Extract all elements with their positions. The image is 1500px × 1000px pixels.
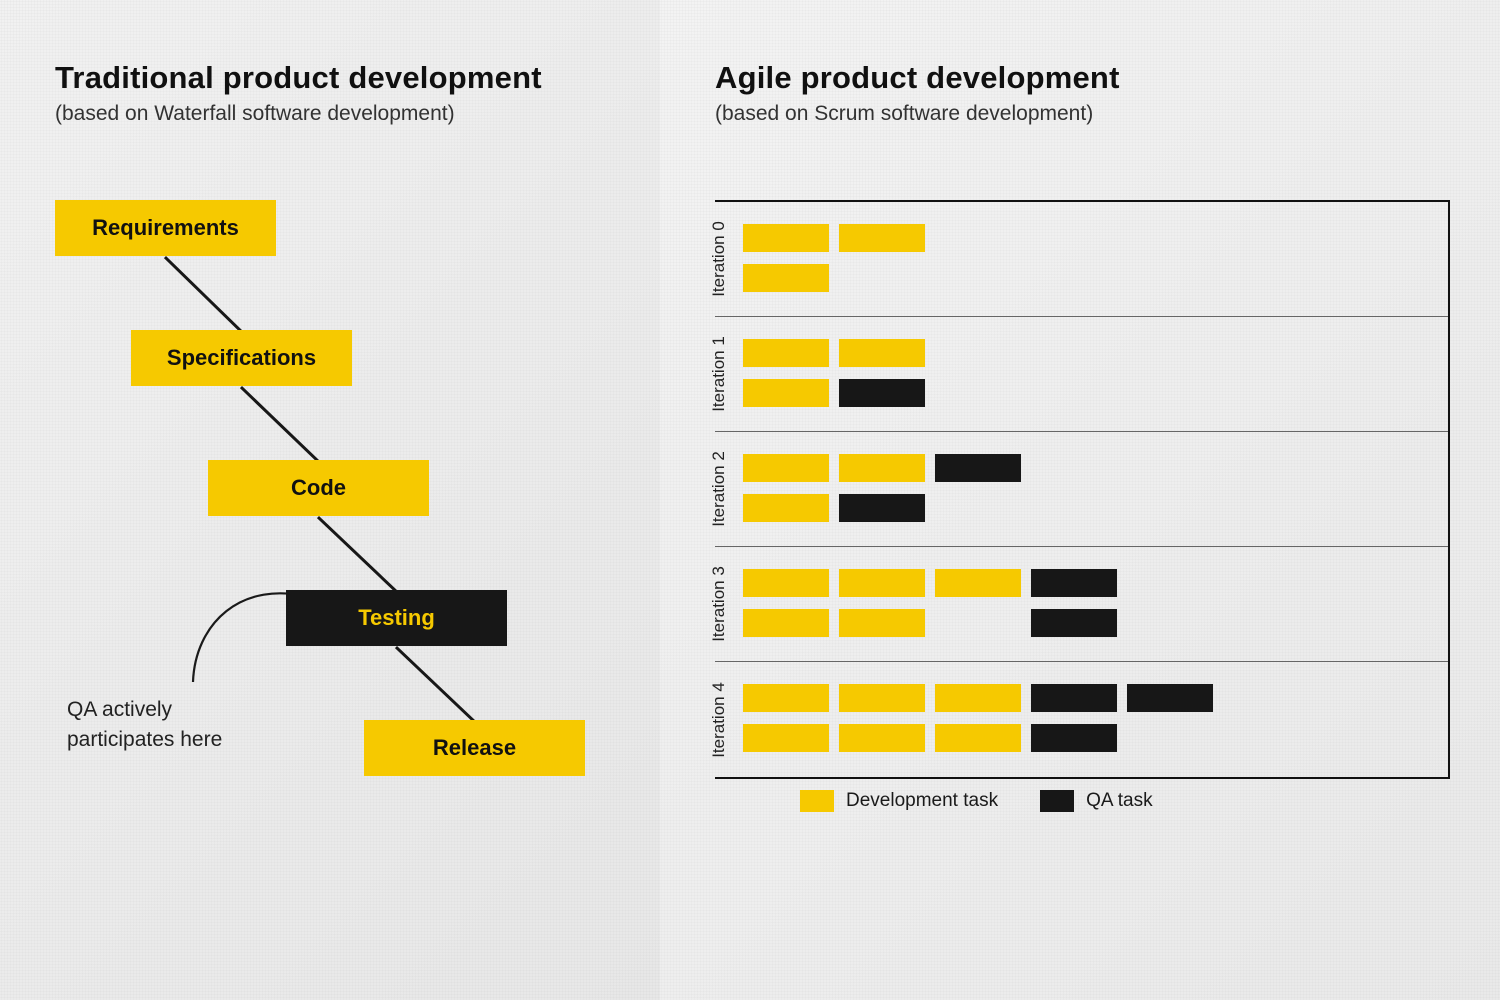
- dev-task: [743, 609, 829, 637]
- qa-annotation: QA actively participates here: [67, 695, 222, 756]
- legend-qa-label: QA task: [1086, 790, 1153, 812]
- dev-task: [743, 494, 829, 522]
- qa-task: [1031, 684, 1117, 712]
- agile-panel: Agile product development (based on Scru…: [660, 0, 1500, 1000]
- dev-task: [743, 569, 829, 597]
- waterfall-connector: [239, 386, 318, 462]
- qa-task: [935, 454, 1021, 482]
- iteration-label: Iteration 0: [709, 221, 729, 297]
- dev-task: [935, 724, 1021, 752]
- iteration-label: Iteration 4: [709, 682, 729, 758]
- dev-task: [935, 569, 1021, 597]
- iteration-row: Iteration 0: [715, 202, 1448, 317]
- dev-task: [743, 224, 829, 252]
- dev-task: [743, 379, 829, 407]
- dev-task: [839, 224, 925, 252]
- waterfall-step-specifications: Specifications: [131, 330, 352, 386]
- qa-task: [1031, 724, 1117, 752]
- legend-dev-swatch: [800, 790, 834, 812]
- dev-task: [743, 724, 829, 752]
- waterfall-connector: [316, 516, 396, 592]
- agile-iterations-box: Iteration 0Iteration 1Iteration 2Iterati…: [715, 200, 1450, 779]
- dev-task: [743, 264, 829, 292]
- dev-task: [839, 454, 925, 482]
- qa-task: [839, 379, 925, 407]
- iteration-label: Iteration 3: [709, 566, 729, 642]
- dev-task: [839, 684, 925, 712]
- dev-task: [743, 684, 829, 712]
- dev-task: [839, 724, 925, 752]
- qa-annotation-line2: participates here: [67, 728, 222, 751]
- iteration-row: Iteration 3: [715, 547, 1448, 662]
- iteration-row: Iteration 2: [715, 432, 1448, 547]
- dev-task: [743, 339, 829, 367]
- traditional-title: Traditional product development: [55, 60, 620, 96]
- dev-task: [839, 609, 925, 637]
- waterfall-step-testing: Testing: [286, 590, 507, 646]
- traditional-subtitle: (based on Waterfall software development…: [55, 102, 620, 126]
- qa-task: [1031, 569, 1117, 597]
- agile-subtitle: (based on Scrum software development): [715, 102, 1460, 126]
- waterfall-diagram: QA actively participates here Requiremen…: [55, 200, 615, 900]
- waterfall-connector: [394, 646, 474, 722]
- qa-task: [839, 494, 925, 522]
- qa-annotation-line1: QA actively: [67, 698, 172, 721]
- legend-qa-swatch: [1040, 790, 1074, 812]
- iteration-row: Iteration 1: [715, 317, 1448, 432]
- dev-task: [935, 684, 1021, 712]
- traditional-panel: Traditional product development (based o…: [0, 0, 660, 1000]
- agile-legend: Development task QA task: [800, 790, 1153, 812]
- agile-title: Agile product development: [715, 60, 1460, 96]
- dev-task: [839, 569, 925, 597]
- iteration-label: Iteration 1: [709, 336, 729, 412]
- waterfall-step-requirements: Requirements: [55, 200, 276, 256]
- iteration-row: Iteration 4: [715, 662, 1448, 777]
- dev-task: [839, 339, 925, 367]
- waterfall-step-code: Code: [208, 460, 429, 516]
- iteration-label: Iteration 2: [709, 451, 729, 527]
- dev-task: [743, 454, 829, 482]
- qa-task: [1127, 684, 1213, 712]
- waterfall-connector: [163, 256, 241, 332]
- legend-dev-label: Development task: [846, 790, 998, 812]
- waterfall-step-release: Release: [364, 720, 585, 776]
- qa-task: [1031, 609, 1117, 637]
